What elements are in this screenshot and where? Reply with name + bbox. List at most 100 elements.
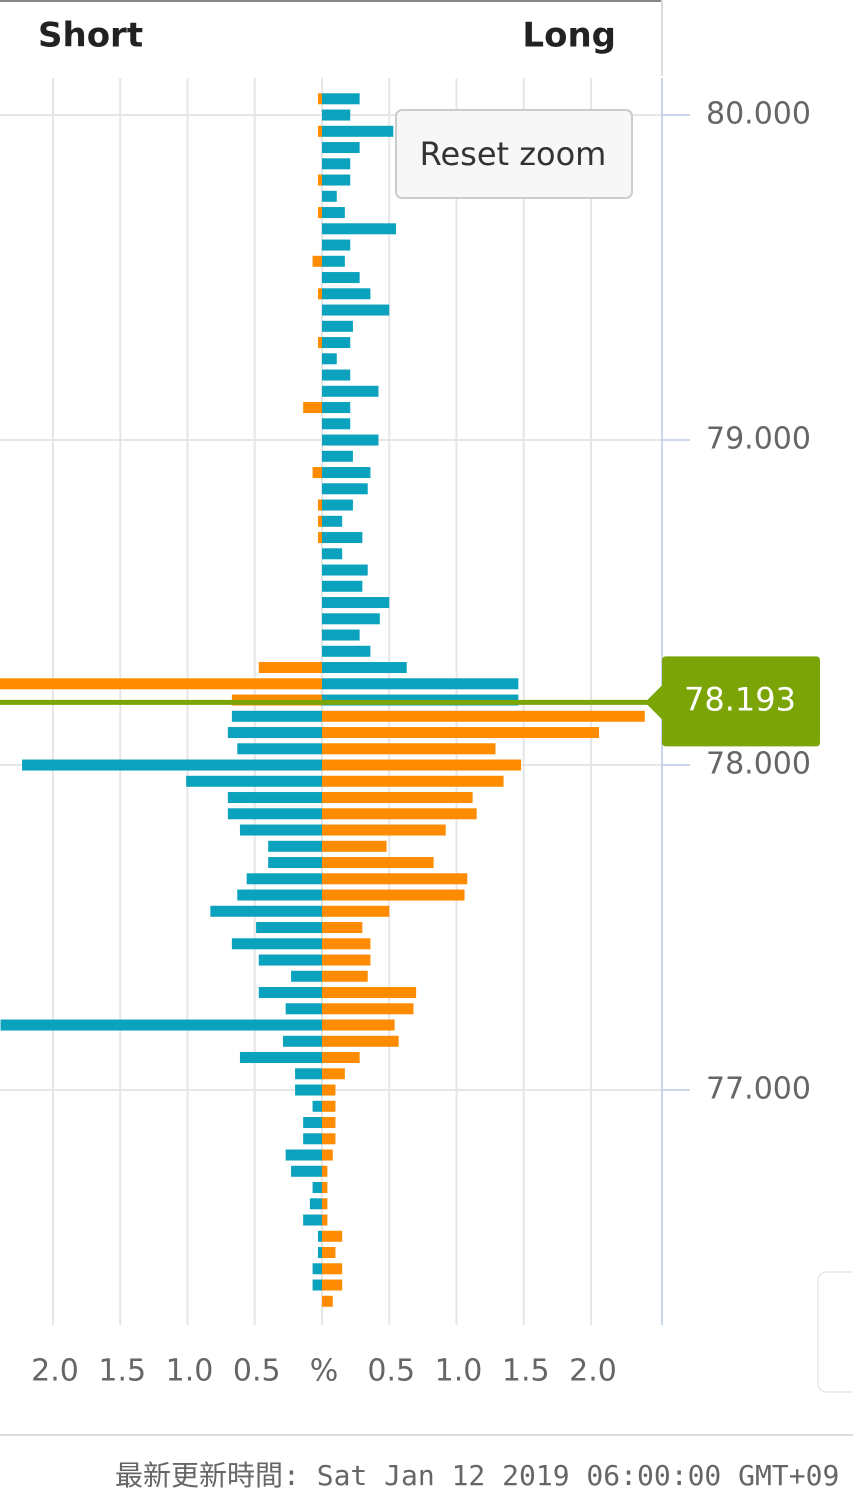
bar	[321, 109, 351, 121]
bar	[321, 987, 417, 999]
x-tick-label: 2.0	[31, 1354, 79, 1389]
bar	[317, 499, 322, 511]
bar	[321, 645, 371, 657]
x-tick-label: 1.0	[166, 1354, 214, 1389]
bar	[321, 385, 379, 397]
bar	[246, 873, 322, 885]
bar	[321, 1052, 360, 1064]
bar	[321, 1068, 345, 1080]
bar	[321, 304, 390, 316]
bar	[227, 727, 322, 739]
bar	[321, 483, 368, 495]
bar	[22, 759, 322, 771]
footer-text: 最新更新時間: Sat Jan 12 2019 06:00:00 GMT+09	[115, 1459, 839, 1492]
bar	[321, 369, 351, 381]
bar	[312, 1100, 322, 1112]
bar	[227, 792, 322, 804]
bar	[231, 938, 322, 950]
bar	[321, 613, 380, 625]
bar	[321, 759, 522, 771]
bar	[321, 1117, 336, 1129]
bar	[321, 1019, 395, 1031]
bar	[321, 1263, 343, 1275]
bar	[321, 1133, 336, 1145]
bar	[321, 288, 371, 300]
bar	[321, 93, 360, 105]
bar	[256, 922, 322, 934]
bar	[291, 970, 322, 982]
bar	[268, 857, 322, 869]
bar	[321, 1182, 328, 1194]
bar	[321, 580, 363, 592]
bar	[321, 1149, 333, 1161]
bar	[321, 1295, 333, 1307]
y-tick-label: 79.000	[706, 422, 811, 457]
bar	[285, 1149, 322, 1161]
bar	[321, 450, 353, 462]
bar	[237, 889, 322, 901]
reset-zoom-button[interactable]: Reset zoom	[395, 109, 633, 199]
bar	[321, 125, 394, 137]
bar	[303, 1133, 322, 1145]
bar	[321, 970, 368, 982]
bar	[317, 125, 322, 137]
legend-short: Short	[38, 16, 143, 56]
bar	[258, 954, 322, 966]
bar	[321, 889, 465, 901]
bar	[321, 190, 337, 202]
bar	[321, 727, 600, 739]
bar	[0, 1019, 322, 1031]
bar	[321, 873, 468, 885]
bar	[321, 1230, 343, 1242]
bar	[321, 142, 360, 154]
bar	[317, 288, 322, 300]
bar	[321, 840, 387, 852]
bar	[321, 532, 363, 544]
bar	[0, 678, 322, 690]
bar	[317, 532, 322, 544]
bar	[321, 239, 351, 251]
bar	[317, 515, 322, 527]
bar	[321, 158, 351, 170]
x-tick-label: %	[310, 1354, 339, 1389]
bar	[321, 1003, 414, 1015]
x-tick-label: 1.5	[98, 1354, 146, 1389]
bar	[321, 1100, 336, 1112]
bar	[303, 1117, 322, 1129]
bar	[321, 223, 396, 235]
bar	[321, 938, 371, 950]
bar	[321, 1279, 343, 1291]
bar	[291, 1165, 322, 1177]
x-tick-label: 1.0	[435, 1354, 483, 1389]
bar	[321, 255, 345, 267]
bar	[321, 402, 351, 414]
y-tick-label: 77.000	[706, 1072, 811, 1107]
bar	[317, 1247, 322, 1259]
bar	[186, 775, 322, 787]
bar	[303, 1214, 322, 1226]
reset-zoom-box[interactable]	[395, 109, 633, 199]
bar	[321, 662, 407, 674]
bar	[317, 174, 322, 186]
bar	[321, 678, 519, 690]
bar	[321, 434, 379, 446]
bar	[321, 320, 353, 332]
bar	[321, 499, 353, 511]
bar	[321, 1198, 328, 1210]
bar	[321, 597, 390, 609]
bar	[321, 1247, 336, 1259]
bar	[295, 1068, 322, 1080]
legend-long: Long	[522, 16, 616, 56]
bar	[317, 1230, 322, 1242]
bar	[321, 710, 645, 722]
bar	[321, 1035, 399, 1047]
bar	[321, 922, 363, 934]
bar	[321, 207, 345, 219]
bar	[309, 1198, 322, 1210]
reset-zoom-label[interactable]: Reset zoom	[420, 135, 607, 173]
bar	[321, 337, 351, 349]
bar	[321, 1165, 328, 1177]
bar	[321, 467, 371, 479]
x-tick-label: 2.0	[569, 1354, 617, 1389]
